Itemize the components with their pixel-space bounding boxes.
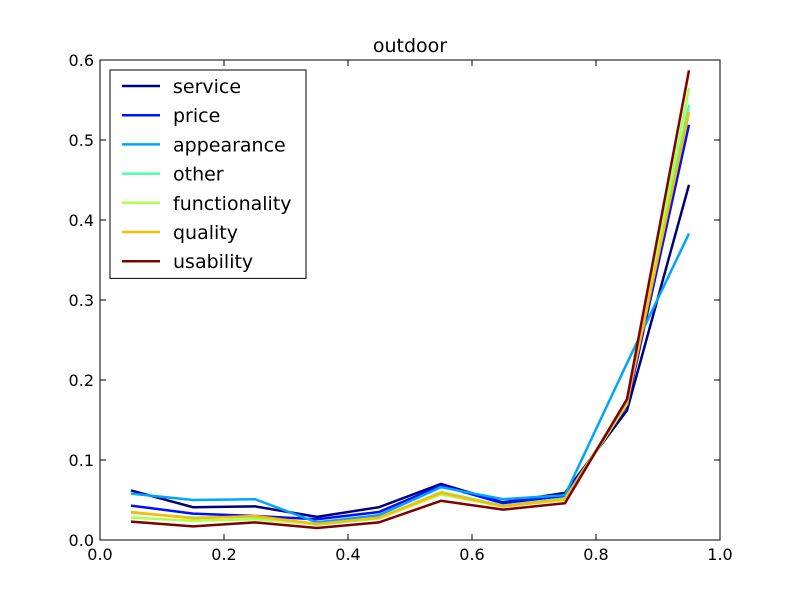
y-tick-label: 0.2: [69, 371, 94, 390]
series-line-usability: [130, 70, 691, 530]
y-axis: 0.0 0.1 0.2 0.3 0.4 0.5 0.6: [69, 51, 720, 550]
legend-label-usability: usability: [173, 251, 253, 273]
legend-label-functionality: functionality: [173, 193, 292, 215]
y-tick-label: 0.5: [69, 131, 94, 150]
series-line-appearance: [130, 233, 691, 524]
x-tick-label: 0.0: [87, 545, 112, 564]
legend: service price appearance other functionality…: [109, 69, 307, 279]
legend-label-service: service: [173, 76, 241, 98]
x-tick-label: 0.8: [583, 545, 608, 564]
legend-label-other: other: [173, 164, 224, 186]
y-tick-label: 0.3: [69, 291, 94, 310]
legend-label-appearance: appearance: [173, 134, 286, 156]
legend-label-price: price: [173, 105, 220, 127]
y-tick-label: 0.4: [69, 211, 94, 230]
y-tick-label: 0.0: [69, 531, 94, 550]
y-tick-label: 0.6: [69, 51, 94, 70]
y-tick-label: 0.1: [69, 451, 94, 470]
x-tick-label: 0.6: [459, 545, 484, 564]
series-layer: [130, 70, 691, 530]
x-tick-label: 1.0: [707, 545, 732, 564]
legend-label-quality: quality: [173, 222, 238, 244]
chart-title: outdoor: [373, 35, 447, 57]
x-tick-label: 0.2: [211, 545, 236, 564]
x-tick-label: 0.4: [335, 545, 360, 564]
x-axis: 0.0 0.2 0.4 0.6 0.8 1.0: [87, 60, 733, 564]
